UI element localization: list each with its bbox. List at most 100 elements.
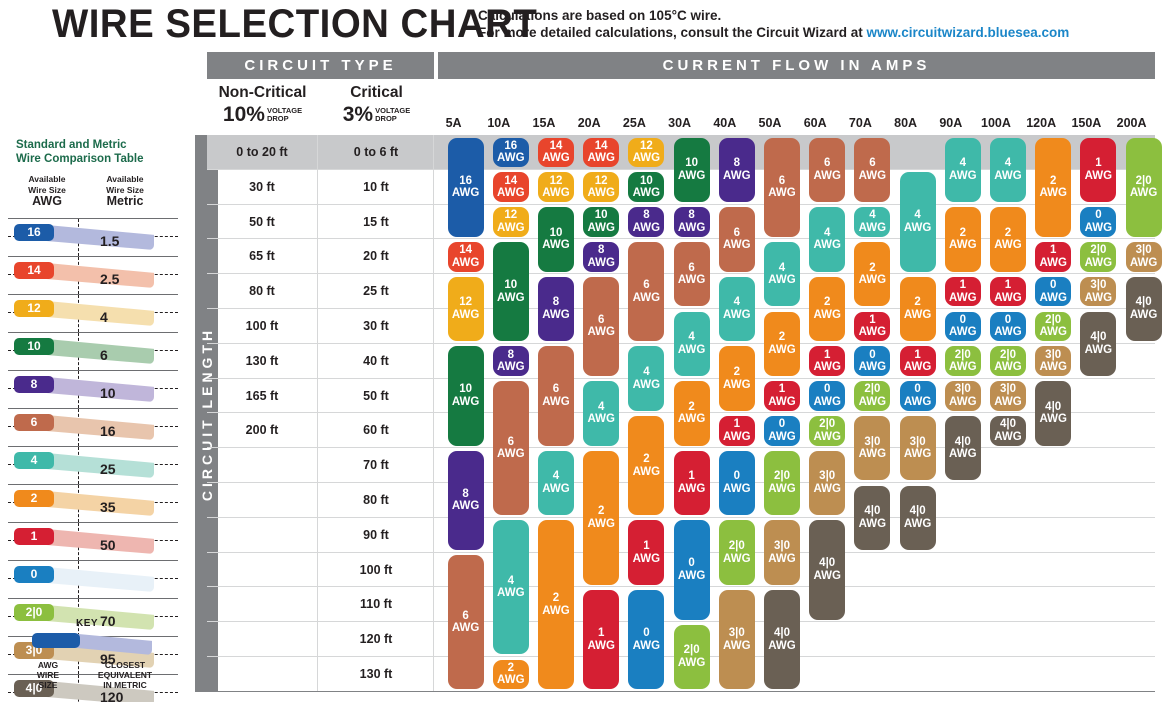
awg-cell-pill[interactable]: 1 AWG [944,276,981,307]
awg-cell-pill[interactable]: 1 AWG [990,276,1026,307]
awg-cell-pill[interactable]: 3|0 AWG [1125,241,1162,272]
awg-cell-pill[interactable]: 2|0 AWG [1035,311,1072,342]
table-row[interactable]: 50 ft 15 ft [207,204,1155,240]
awg-cell-pill[interactable]: 1 AWG [899,346,936,377]
awg-cell-pill[interactable]: 0 AWG [718,450,755,516]
awg-cell-pill[interactable]: 3|0 AWG [899,415,936,481]
awg-cell-pill[interactable]: 1 AWG [854,311,891,342]
awg-cell-pill[interactable]: 0 AWG [854,346,891,377]
awg-cell-pill[interactable]: 2 AWG [809,276,846,342]
awg-cell-pill[interactable]: 2|0 AWG [673,624,710,690]
awg-cell-pill[interactable]: 4 AWG [899,172,936,272]
table-row[interactable]: 130 ft 40 ft [207,343,1155,379]
awg-cell-pill[interactable]: 0 AWG [764,415,800,446]
awg-cell-pill[interactable]: 4 AWG [628,346,665,411]
awg-cell-pill[interactable]: 8 AWG [492,346,529,377]
awg-cell-pill[interactable]: 10 AWG [492,241,529,342]
awg-cell-pill[interactable]: 4 AWG [809,207,846,272]
awg-cell-pill[interactable]: 2 AWG [718,346,755,411]
awg-cell-pill[interactable]: 2 AWG [492,659,529,690]
awg-cell-pill[interactable]: 12 AWG [492,207,529,237]
awg-cell-pill[interactable]: 2|0 AWG [1080,241,1117,272]
awg-cell-pill[interactable]: 2 AWG [538,520,574,690]
awg-cell-pill[interactable]: 4|0 AWG [899,485,936,551]
awg-cell-pill[interactable]: 1 AWG [583,589,620,690]
awg-cell-pill[interactable]: 10 AWG [628,172,665,203]
awg-cell-pill[interactable]: 4 AWG [990,137,1026,203]
awg-cell-pill[interactable]: 6 AWG [492,381,529,516]
awg-cell-pill[interactable]: 0 AWG [673,520,710,620]
awg-cell-pill[interactable]: 14 AWG [492,172,529,203]
awg-cell-pill[interactable]: 12 AWG [538,172,574,203]
awg-cell-pill[interactable]: 2|0 AWG [1125,137,1162,237]
awg-cell-pill[interactable]: 10 AWG [583,207,620,237]
awg-cell-pill[interactable]: 2 AWG [899,276,936,342]
awg-cell-pill[interactable]: 12 AWG [628,137,665,168]
awg-cell-pill[interactable]: 4 AWG [492,520,529,655]
awg-cell-pill[interactable]: 2|0 AWG [809,415,846,446]
awg-cell-pill[interactable]: 14 AWG [447,241,484,272]
awg-cell-pill[interactable]: 2|0 AWG [990,346,1026,377]
awg-cell-pill[interactable]: 8 AWG [673,207,710,237]
awg-cell-pill[interactable]: 4 AWG [718,276,755,342]
awg-cell-pill[interactable]: 0 AWG [809,381,846,411]
awg-cell-pill[interactable]: 3|0 AWG [1080,276,1117,307]
awg-cell-pill[interactable]: 4 AWG [854,207,891,237]
awg-cell-pill[interactable]: 3|0 AWG [764,520,800,585]
table-row[interactable]: 80 ft 25 ft [207,274,1155,309]
awg-cell-pill[interactable]: 0 AWG [628,589,665,690]
awg-cell-pill[interactable]: 4|0 AWG [854,485,891,551]
awg-cell-pill[interactable]: 3|0 AWG [944,381,981,411]
awg-cell-pill[interactable]: 4|0 AWG [1035,381,1072,446]
awg-cell-pill[interactable]: 4 AWG [583,381,620,446]
awg-cell-pill[interactable]: 4 AWG [538,450,574,516]
awg-cell-pill[interactable]: 2 AWG [990,207,1026,272]
awg-cell-pill[interactable]: 8 AWG [718,137,755,203]
awg-cell-pill[interactable]: 2 AWG [854,241,891,307]
awg-cell-pill[interactable]: 4 AWG [944,137,981,203]
awg-cell-pill[interactable]: 2 AWG [944,207,981,272]
awg-cell-pill[interactable]: 6 AWG [583,276,620,377]
awg-cell-pill[interactable]: 2|0 AWG [944,346,981,377]
awg-cell-pill[interactable]: 3|0 AWG [854,415,891,481]
awg-cell-pill[interactable]: 12 AWG [447,276,484,342]
awg-cell-pill[interactable]: 3|0 AWG [809,450,846,516]
awg-cell-pill[interactable]: 12 AWG [583,172,620,203]
awg-cell-pill[interactable]: 2 AWG [1035,137,1072,237]
awg-cell-pill[interactable]: 1 AWG [718,415,755,446]
circuit-wizard-link[interactable]: www.circuitwizard.bluesea.com [866,25,1070,40]
awg-cell-pill[interactable]: 6 AWG [673,241,710,307]
awg-cell-pill[interactable]: 6 AWG [809,137,846,203]
awg-cell-pill[interactable]: 6 AWG [628,241,665,342]
awg-cell-pill[interactable]: 3|0 AWG [990,381,1026,411]
table-row[interactable]: 110 ft [207,587,1155,623]
awg-cell-pill[interactable]: 4|0 AWG [944,415,981,481]
awg-cell-pill[interactable]: 8 AWG [538,276,574,342]
awg-cell-pill[interactable]: 2 AWG [764,311,800,377]
awg-cell-pill[interactable]: 6 AWG [854,137,891,203]
awg-cell-pill[interactable]: 3|0 AWG [718,589,755,690]
awg-cell-pill[interactable]: 2|0 AWG [854,381,891,411]
awg-cell-pill[interactable]: 1 AWG [1035,241,1072,272]
awg-cell-pill[interactable]: 16 AWG [492,137,529,168]
awg-cell-pill[interactable]: 2|0 AWG [764,450,800,516]
awg-cell-pill[interactable]: 10 AWG [447,346,484,446]
awg-cell-pill[interactable]: 1 AWG [809,346,846,377]
awg-cell-pill[interactable]: 10 AWG [673,137,710,203]
awg-cell-pill[interactable]: 8 AWG [583,241,620,272]
awg-cell-pill[interactable]: 2 AWG [673,381,710,446]
awg-cell-pill[interactable]: 2 AWG [628,415,665,516]
awg-cell-pill[interactable]: 6 AWG [718,207,755,272]
awg-cell-pill[interactable]: 3|0 AWG [1035,346,1072,377]
awg-cell-pill[interactable]: 0 AWG [1080,207,1117,237]
awg-cell-pill[interactable]: 4 AWG [673,311,710,377]
awg-cell-pill[interactable]: 4|0 AWG [990,415,1026,446]
awg-cell-pill[interactable]: 1 AWG [764,381,800,411]
awg-cell-pill[interactable]: 4|0 AWG [1125,276,1162,342]
awg-cell-pill[interactable]: 2|0 AWG [718,520,755,585]
awg-cell-pill[interactable]: 4|0 AWG [809,520,846,620]
awg-cell-pill[interactable]: 6 AWG [538,346,574,446]
awg-cell-pill[interactable]: 1 AWG [1080,137,1117,203]
awg-cell-pill[interactable]: 8 AWG [447,450,484,551]
awg-cell-pill[interactable]: 1 AWG [628,520,665,585]
